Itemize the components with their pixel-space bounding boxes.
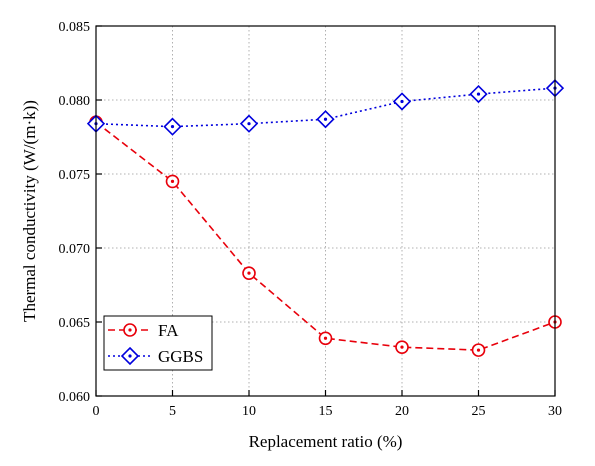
y-axis-ticks: 0.060 0.065 0.070 0.075 0.080 0.085 <box>59 20 102 405</box>
x-tick-label: 20 <box>395 404 409 419</box>
plot-frame <box>95 25 556 397</box>
y-tick-label: 0.075 <box>59 168 91 183</box>
y-axis-title: Thermal conductivity (W/(m·k)) <box>20 100 39 322</box>
y-tick-label: 0.070 <box>59 242 91 257</box>
x-tick-label: 0 <box>93 404 100 419</box>
legend-marker-ggbs <box>120 346 140 366</box>
x-tick-label: 10 <box>242 404 256 419</box>
data-point-fa <box>395 340 409 354</box>
data-point-ggbs <box>316 110 335 129</box>
data-point-fa <box>242 266 256 280</box>
data-point-fa <box>165 174 180 189</box>
data-point-ggbs <box>469 84 488 104</box>
x-axis-title: Replacement ratio (%) <box>249 432 403 451</box>
data-point-fa <box>318 331 333 346</box>
legend-marker-fa <box>123 323 137 337</box>
y-tick-label: 0.065 <box>59 316 91 331</box>
data-point-ggbs <box>239 114 259 133</box>
x-tick-label: 25 <box>472 404 486 419</box>
legend-label: FA <box>158 321 179 340</box>
x-tick-label: 5 <box>169 404 176 419</box>
legend: FA GGBS <box>103 315 213 371</box>
data-point-fa <box>471 343 486 357</box>
data-point-ggbs <box>163 117 182 136</box>
legend-label: GGBS <box>158 347 203 366</box>
x-tick-label: 15 <box>319 404 333 419</box>
y-tick-label: 0.080 <box>59 94 91 109</box>
x-tick-label: 30 <box>548 404 562 419</box>
legend-item-ggbs: GGBS <box>108 346 203 366</box>
y-tick-label: 0.060 <box>59 390 91 405</box>
legend-item-fa: FA <box>108 321 179 340</box>
y-tick-label: 0.085 <box>59 20 91 35</box>
data-point-ggbs <box>392 92 412 111</box>
legend-box <box>103 315 213 371</box>
